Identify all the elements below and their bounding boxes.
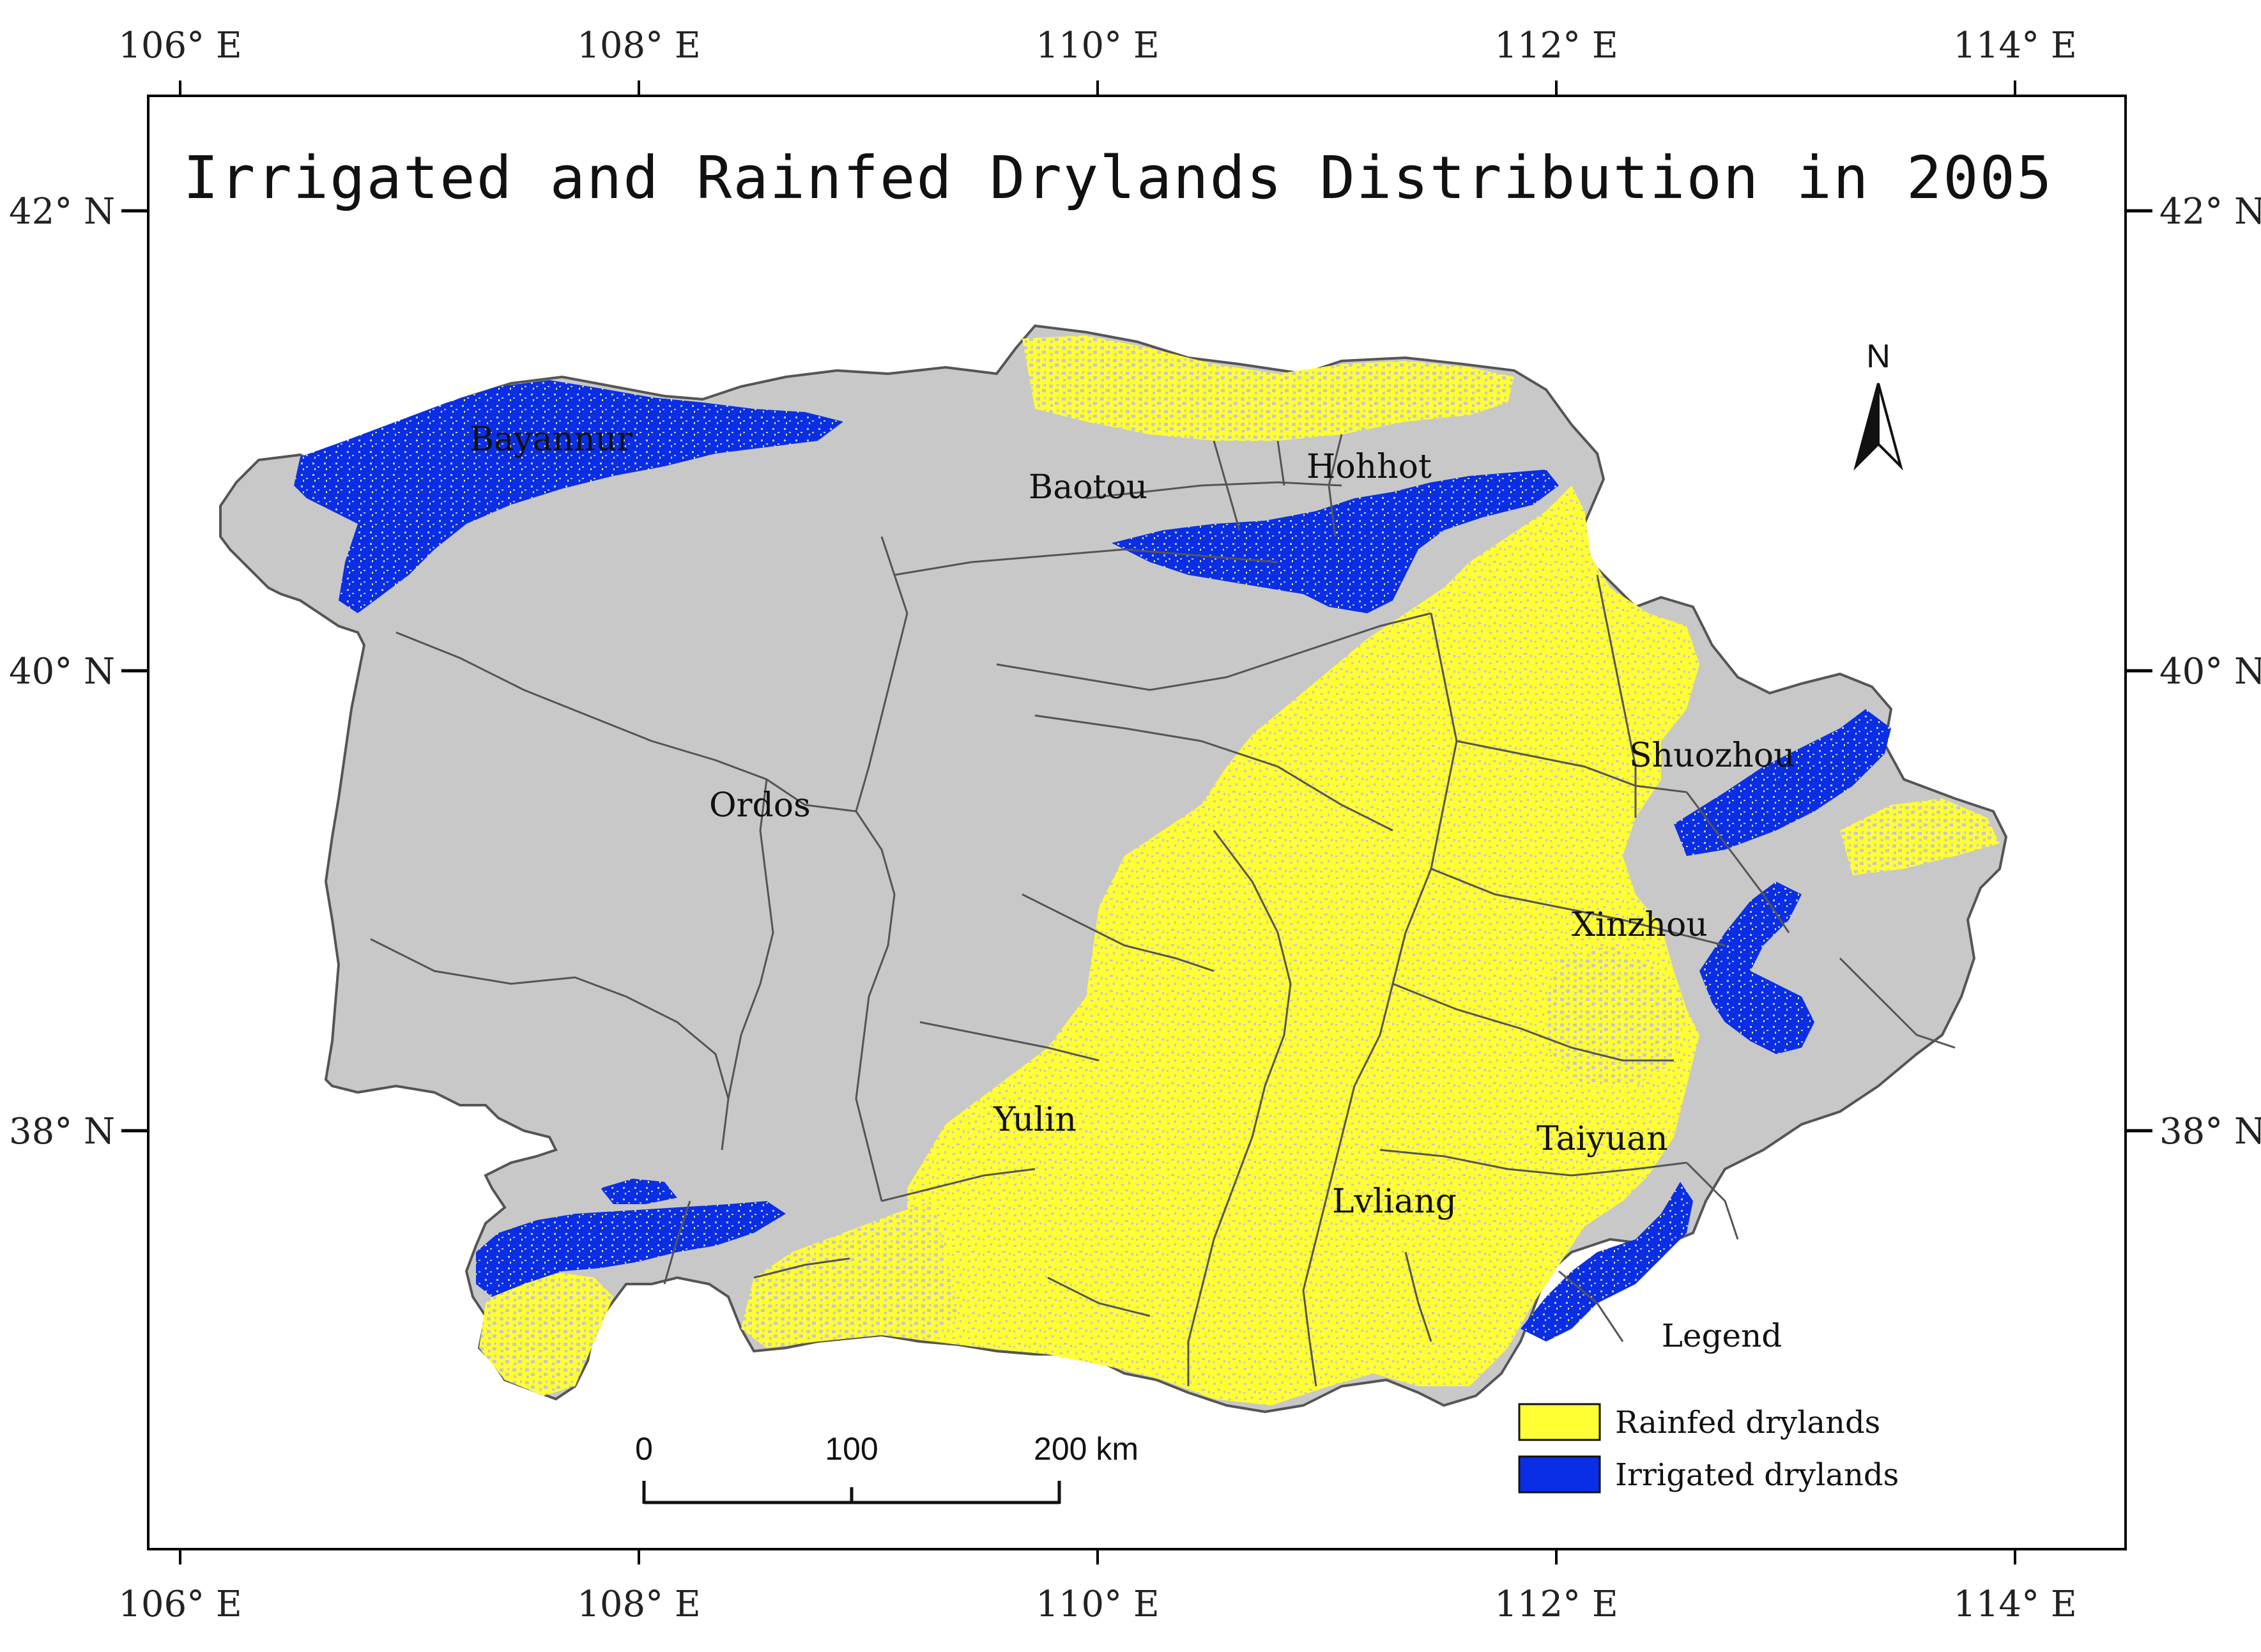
- irrigated-region-hetao: [294, 380, 843, 613]
- city-label-hohhot: Hohhot: [1307, 448, 1432, 486]
- lat-label-left-40: 40° N: [9, 651, 115, 692]
- north-arrow-icon: N: [1853, 338, 1903, 471]
- lon-label-bottom-112: 112° E: [1494, 1584, 1618, 1625]
- irrigated-region-shuozhou: [1674, 709, 1891, 856]
- scale-bar: 0 100 200 km: [635, 1431, 1138, 1504]
- lon-label-bottom-114: 114° E: [1953, 1584, 2077, 1625]
- lon-label-top-112: 112° E: [1494, 25, 1618, 66]
- lat-label-left-42: 42° N: [9, 191, 115, 233]
- rainfed-region-main: [907, 486, 1699, 1405]
- rainfed-region-north: [1022, 335, 1514, 441]
- legend-label-rainfed: Rainfed drylands: [1615, 1405, 1880, 1441]
- north-arrow-label: N: [1866, 338, 1890, 375]
- legend-title: Legend: [1662, 1317, 1782, 1354]
- lon-label-top-114: 114° E: [1953, 25, 2077, 66]
- city-label-shuozhou: Shuozhou: [1629, 737, 1795, 775]
- lon-label-top-108: 108° E: [577, 25, 701, 66]
- city-label-baotou: Baotou: [1029, 468, 1147, 507]
- admin-boundaries: [370, 434, 1956, 1387]
- city-label-yulin: Yulin: [993, 1101, 1077, 1139]
- scale-label-200: 200 km: [1034, 1431, 1138, 1467]
- rainfed-region-southwest-tip: [479, 1271, 613, 1396]
- latitude-ticks: [121, 209, 2152, 1133]
- map-title: Irrigated and Rainfed Drylands Distribut…: [183, 144, 2053, 212]
- lat-label-right-42: 42° N: [2159, 191, 2261, 233]
- irrigated-region-ordos-south: [601, 1179, 677, 1204]
- lon-label-top-110: 110° E: [1036, 25, 1160, 66]
- rainfed-region-far-east: [1840, 799, 2000, 875]
- city-label-xinzhou: Xinzhou: [1572, 906, 1708, 944]
- irrigated-region-baotou-hohhot: [1112, 470, 1559, 613]
- irrigated-region-taiyuan: [1521, 1182, 1693, 1342]
- city-label-taiyuan: Taiyuan: [1537, 1120, 1668, 1158]
- legend-swatch-rainfed: [1518, 1403, 1601, 1441]
- longitude-ticks: [179, 80, 2016, 1564]
- irrigated-region-xinzhou: [1699, 882, 1814, 1054]
- lat-label-right-40: 40° N: [2159, 651, 2261, 692]
- map-frame: [147, 95, 2127, 1550]
- irrigated-region-southwest: [476, 1201, 786, 1297]
- city-label-ordos: Ordos: [709, 786, 811, 825]
- scale-label-100: 100: [825, 1431, 878, 1467]
- legend-swatch-irrigated: [1518, 1455, 1601, 1494]
- lon-label-top-106: 106° E: [118, 25, 242, 66]
- lon-label-bottom-110: 110° E: [1036, 1584, 1160, 1625]
- lat-label-left-38: 38° N: [9, 1111, 115, 1152]
- legend-label-irrigated: Irrigated drylands: [1615, 1457, 1899, 1493]
- rainfed-region-south-west: [741, 1201, 958, 1348]
- lon-label-bottom-108: 108° E: [577, 1584, 701, 1625]
- legend: Legend Rainfed drylands Irrigated drylan…: [1518, 1317, 1899, 1494]
- lon-label-bottom-106: 106° E: [118, 1584, 242, 1625]
- lat-label-right-38: 38° N: [2159, 1111, 2261, 1152]
- city-label-bayannur: Bayannur: [470, 420, 632, 459]
- city-label-lvliang: Lvliang: [1332, 1182, 1457, 1221]
- scale-label-0: 0: [635, 1431, 653, 1467]
